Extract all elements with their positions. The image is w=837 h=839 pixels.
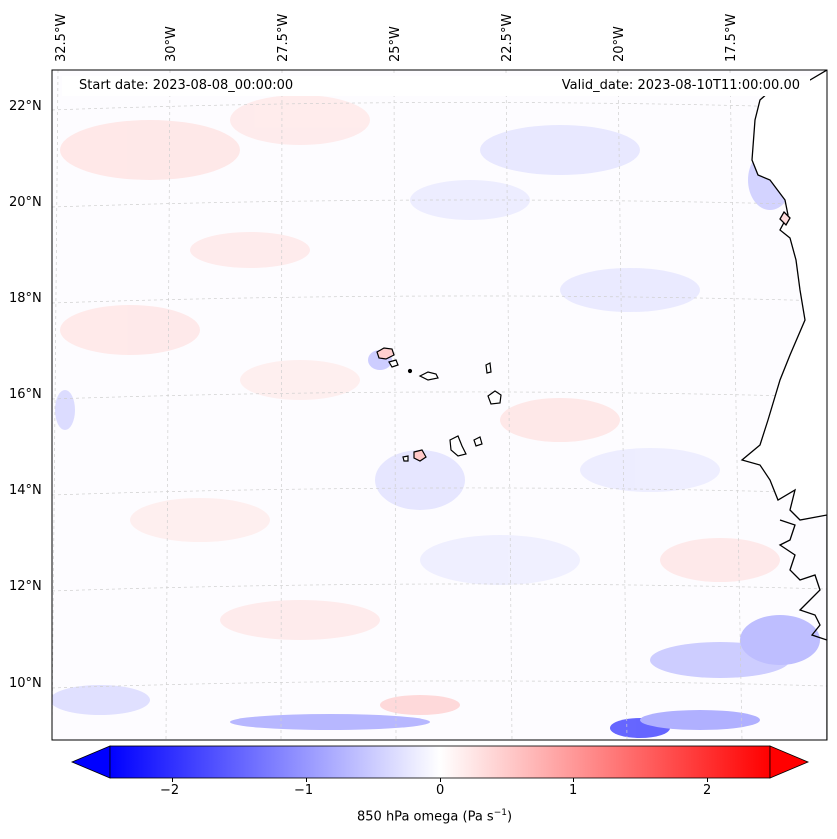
- colorbar-label: 850 hPa omega (Pa s−1): [357, 808, 513, 825]
- colorbar-tick-label: −1: [294, 783, 314, 798]
- lat-label-14n: 14°N: [9, 483, 42, 498]
- lat-label-12n: 12°N: [9, 579, 42, 594]
- colorbar-tick-label: −2: [160, 783, 180, 798]
- colorbar: [70, 745, 810, 779]
- lat-label-18n: 18°N: [9, 291, 42, 306]
- lat-label-20n: 20°N: [9, 195, 42, 210]
- colorbar-tick: [707, 778, 708, 782]
- lon-label-30w: 30°W: [164, 26, 179, 62]
- start-date-label: Start date: 2023-08-08_00:00:00: [79, 78, 294, 93]
- cape-verde-islands: [376, 347, 502, 462]
- lon-label-27-5w: 27.5°W: [276, 13, 291, 62]
- map-frame: [51, 69, 828, 741]
- colorbar-tick-label: 2: [703, 783, 712, 798]
- lat-label-22n: 22°N: [9, 99, 42, 114]
- colorbar-tick: [172, 778, 173, 782]
- colorbar-tick: [440, 778, 441, 782]
- lon-label-17-5w: 17.5°W: [724, 13, 739, 62]
- colorbar-tick-label: 1: [569, 783, 578, 798]
- field-background: [52, 70, 827, 740]
- coastline: [740, 70, 827, 740]
- colorbar-tick: [306, 778, 307, 782]
- omega-field: [52, 80, 820, 738]
- valid-date-label: Valid_date: 2023-08-10T11:00:00.00: [561, 78, 800, 93]
- lat-label-10n: 10°N: [9, 676, 42, 691]
- graticule: [52, 70, 827, 740]
- lon-label-32-5w: 32.5°W: [54, 13, 69, 62]
- lon-label-25w: 25°W: [388, 26, 403, 62]
- lon-label-20w: 20°W: [612, 26, 627, 62]
- lat-label-16n: 16°N: [9, 387, 42, 402]
- header-band: [62, 76, 810, 96]
- colorbar-tick-label: 0: [436, 783, 445, 798]
- lon-label-22-5w: 22.5°W: [500, 13, 515, 62]
- colorbar-tick: [573, 778, 574, 782]
